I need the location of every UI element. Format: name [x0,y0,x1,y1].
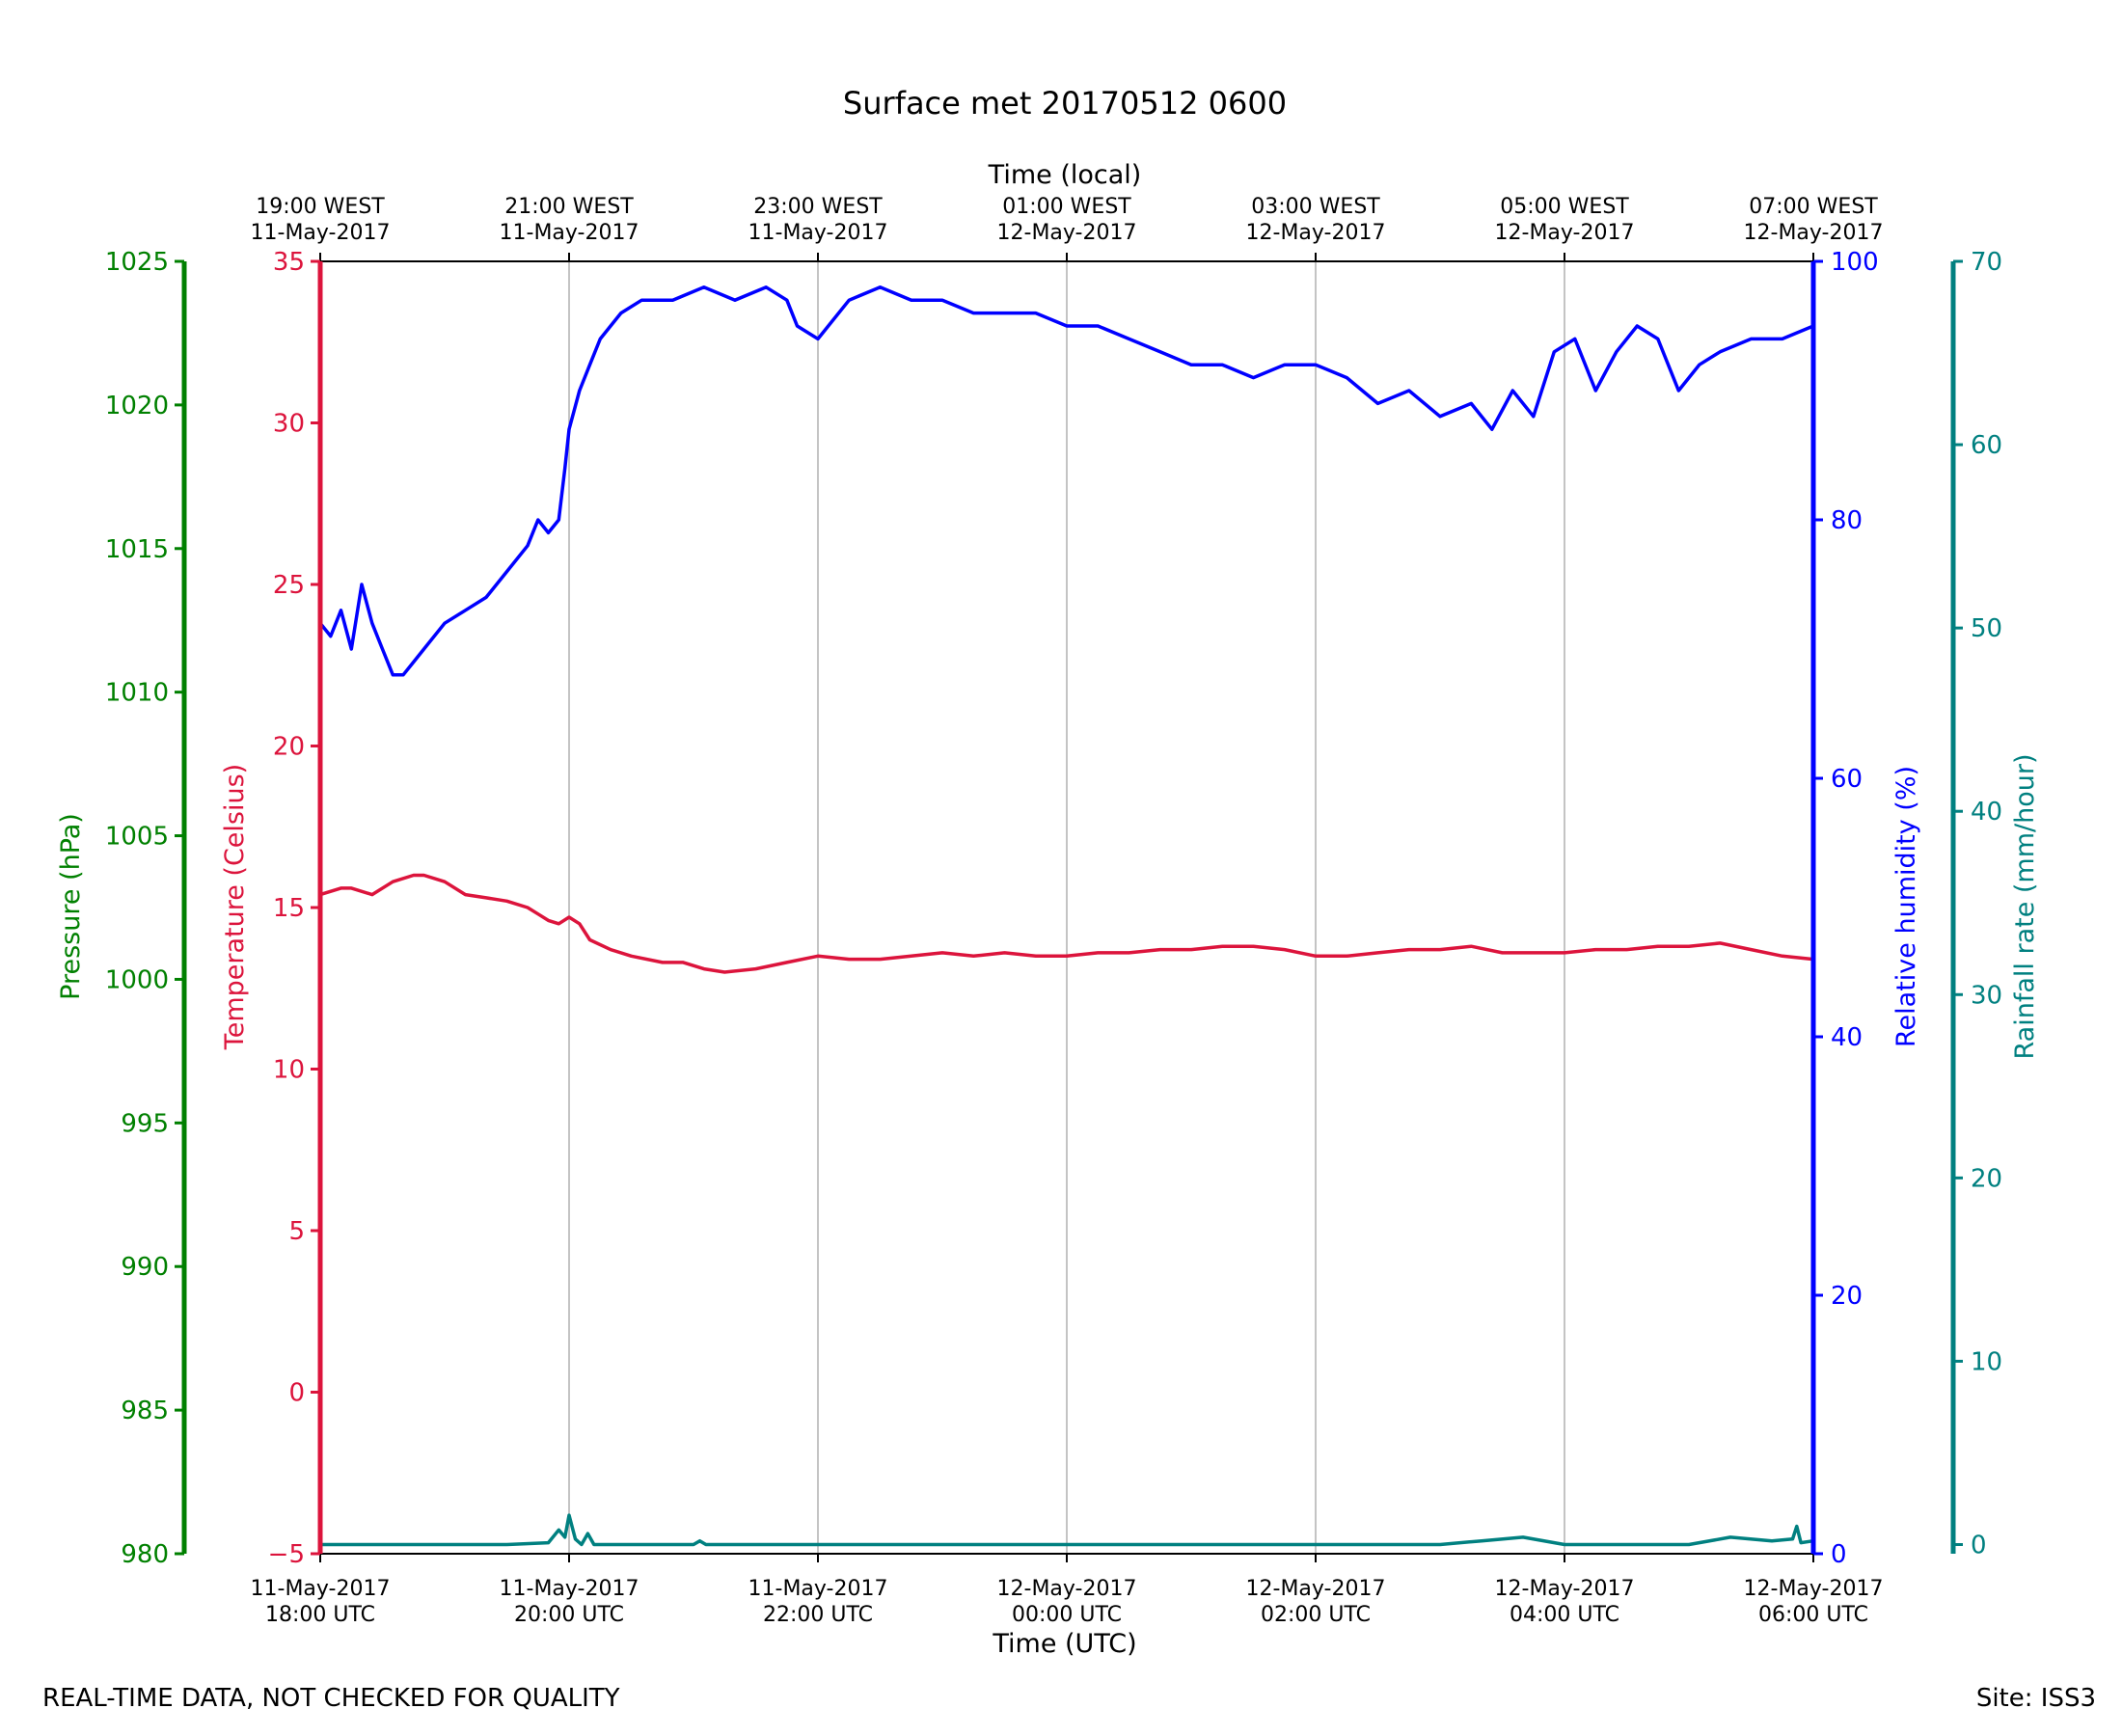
x-tick-label-top-time: 01:00 WEST [1002,195,1131,219]
x-tick-label-bottom-time: 00:00 UTC [1012,1603,1122,1627]
rainfall-tick-label: 40 [1971,798,2002,827]
pressure-tick-label: 1010 [105,679,169,708]
humidity-series-line [318,285,1814,677]
x-tick-label-top-time: 05:00 WEST [1500,195,1629,219]
temperature-tick-label: 0 [288,1379,305,1408]
temperature-tick-label: 25 [273,571,305,600]
x-tick-label-top-date: 11-May-2017 [251,221,391,245]
series-layer [318,285,1814,1547]
pressure-tick-label: 1000 [105,965,169,994]
x-tick-label-bottom-time: 04:00 UTC [1510,1603,1619,1627]
pressure-axis-label: Pressure (hPa) [56,813,86,1000]
x-tick-label-bottom-date: 12-May-2017 [1495,1577,1635,1601]
rainfall-tick-label: 30 [1971,981,2002,1010]
x-tick-label-top-time: 19:00 WEST [256,195,385,219]
x-tick-label-top-time: 21:00 WEST [504,195,634,219]
pressure-tick-label: 1015 [105,535,169,564]
pressure-tick-label: 980 [121,1540,169,1569]
x-tick-label-top-date: 12-May-2017 [997,221,1137,245]
rainfall-tick-label: 60 [1971,431,2002,460]
x-tick-label-bottom-time: 20:00 UTC [514,1603,624,1627]
humidity-tick-label: 20 [1831,1282,1863,1311]
grid-lines [568,261,1565,1554]
x-tick-label-top-time: 07:00 WEST [1749,195,1878,219]
rainfall-axis-label: Rainfall rate (mm/hour) [2010,754,2040,1060]
temperature-tick-label: 35 [273,248,305,277]
pressure-tick-label: 990 [121,1253,169,1282]
rainfall-tick-label: 70 [1971,248,2002,277]
pressure-tick-label: 1025 [105,248,169,277]
x-tick-label-top-date: 12-May-2017 [1744,221,1884,245]
rainfall-tick-label: 50 [1971,614,2002,643]
x-tick-label-bottom-date: 12-May-2017 [997,1577,1137,1601]
temperature-tick-label: 5 [288,1217,305,1246]
rainfall-series-line [320,1513,1814,1547]
temperature-tick-label: 20 [273,733,305,762]
x-tick-label-top-date: 12-May-2017 [1246,221,1386,245]
humidity-tick-label: 0 [1831,1540,1847,1569]
chart-title: Surface met 20170512 0600 [843,85,1287,122]
x-axis-label: Time (UTC) [992,1629,1136,1659]
humidity-tick-label: 80 [1831,506,1863,535]
humidity-tick-label: 60 [1831,765,1863,794]
temperature-tick-label: 30 [273,410,305,439]
x-tick-label-bottom-time: 06:00 UTC [1758,1603,1868,1627]
x-tick-label-bottom-time: 18:00 UTC [265,1603,375,1627]
temperature-series-line [319,873,1814,974]
x-tick-label-top-time: 23:00 WEST [753,195,883,219]
pressure-tick-label: 1005 [105,823,169,852]
temperature-tick-label: −5 [268,1540,305,1569]
x-tick-label-bottom-time: 02:00 UTC [1261,1603,1371,1627]
x-tick-label-top-date: 12-May-2017 [1495,221,1635,245]
humidity-axis-label: Relative humidity (%) [1891,766,1921,1047]
humidity-tick-label: 40 [1831,1023,1863,1052]
rainfall-tick-label: 20 [1971,1164,2002,1193]
temperature-tick-label: 10 [273,1056,305,1085]
pressure-tick-label: 995 [121,1109,169,1138]
x-tick-label-top-time: 03:00 WEST [1251,195,1380,219]
x-axis-top-label: Time (local) [988,160,1142,190]
x-tick-label-top-date: 11-May-2017 [748,221,888,245]
x-tick-label-top-date: 11-May-2017 [500,221,639,245]
x-tick-label-bottom-date: 12-May-2017 [1744,1577,1884,1601]
x-tick-label-bottom-date: 11-May-2017 [500,1577,639,1601]
x-tick-label-bottom-time: 22:00 UTC [763,1603,873,1627]
temperature-axis-label: Temperature (Celsius) [220,764,250,1050]
quality-disclaimer: REAL-TIME DATA, NOT CHECKED FOR QUALITY [42,1684,620,1713]
temperature-tick-label: 15 [273,894,305,923]
x-tick-label-bottom-date: 11-May-2017 [748,1577,888,1601]
rainfall-tick-label: 10 [1971,1347,2002,1376]
site-label: Site: ISS3 [1975,1684,2096,1713]
pressure-tick-label: 985 [121,1397,169,1425]
x-tick-label-bottom-date: 12-May-2017 [1246,1577,1386,1601]
x-tick-label-bottom-date: 11-May-2017 [251,1577,391,1601]
pressure-tick-label: 1020 [105,392,169,420]
rainfall-tick-label: 0 [1971,1531,1987,1560]
humidity-tick-label: 100 [1831,248,1879,277]
